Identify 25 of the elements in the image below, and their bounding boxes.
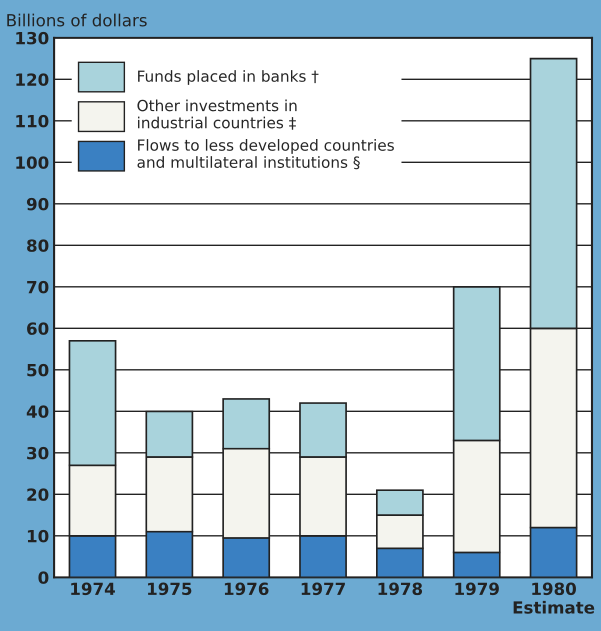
y-tick-label: 60 [27, 322, 48, 335]
x-tick-label: 1979 [455, 582, 499, 596]
x-tick-label: 1975 [148, 582, 192, 596]
x-tick-label: 1976 [224, 582, 268, 596]
y-axis-title: Billions of dollars [7, 14, 147, 27]
y-tick-label: 90 [26, 198, 48, 210]
y-tick-label: 80 [27, 239, 48, 252]
y-tick-label: 20 [27, 488, 48, 501]
legend-label: Funds placed in banks † [138, 70, 318, 85]
x-tick-label: 1980 Estimate [514, 582, 594, 614]
y-tick-label: 70 [27, 280, 48, 294]
x-tick-label: 1974 [71, 582, 115, 596]
x-tick-label: 1978 [378, 582, 422, 596]
y-tick-label: 10 [28, 530, 48, 542]
y-tick-label: 0 [38, 571, 48, 584]
legend-label: Flows to less developed countries and multilateral institutions § [138, 139, 394, 170]
y-tick-label: 120 [16, 73, 48, 86]
y-tick-label: 50 [27, 364, 48, 376]
y-tick-label: 100 [16, 156, 48, 169]
x-tick-label: 1977 [302, 582, 345, 596]
y-tick-label: 130 [16, 32, 48, 44]
legend-label: Other investments in industrial countries ‡ [137, 100, 297, 130]
y-tick-label: 110 [16, 114, 48, 128]
y-tick-label: 30 [27, 446, 48, 460]
y-tick-label: 40 [26, 405, 48, 418]
